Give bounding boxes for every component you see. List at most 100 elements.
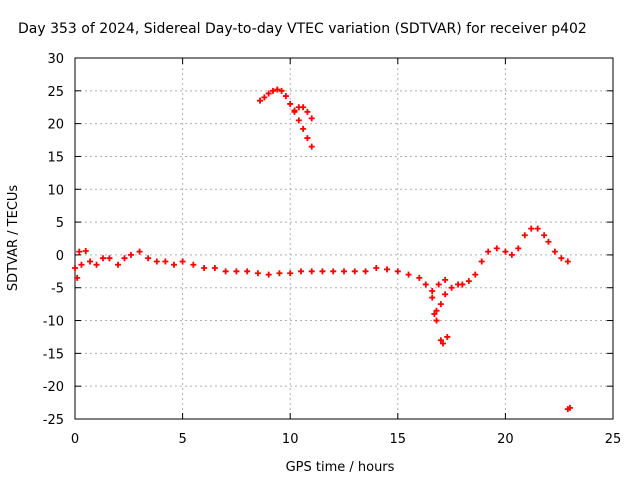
data-point	[545, 238, 552, 245]
data-point	[442, 291, 449, 298]
data-point	[244, 268, 251, 275]
data-point	[534, 225, 541, 232]
data-point	[74, 274, 81, 281]
data-point	[162, 258, 169, 265]
data-point	[78, 261, 85, 268]
data-point	[373, 265, 380, 272]
data-point	[274, 86, 281, 93]
data-point	[521, 232, 528, 239]
data-point	[93, 261, 100, 268]
data-point	[261, 94, 268, 101]
data-point	[291, 107, 298, 114]
data-point	[121, 255, 128, 262]
data-point	[72, 265, 78, 272]
x-tick-label: 15	[390, 432, 407, 447]
data-point	[437, 337, 444, 344]
data-point	[319, 268, 326, 275]
x-tick-label: 5	[178, 432, 186, 447]
data-point	[308, 268, 315, 275]
data-point	[211, 265, 218, 272]
data-point	[541, 232, 548, 239]
data-point	[444, 333, 451, 340]
data-point	[485, 248, 492, 255]
data-point	[287, 100, 294, 107]
data-point	[493, 245, 500, 252]
data-point	[564, 258, 571, 265]
grid	[75, 58, 613, 419]
data-point	[254, 270, 261, 277]
x-tick-label: 20	[497, 432, 514, 447]
series-main-band	[72, 225, 571, 314]
series-upper-arc-2	[291, 104, 315, 122]
data-point	[405, 271, 412, 278]
data-point	[222, 268, 229, 275]
y-tick-label: 30	[47, 52, 64, 67]
series-upper-arc	[257, 86, 315, 150]
y-tick-label: -25	[43, 413, 64, 428]
data-point	[431, 310, 438, 317]
data-point	[515, 245, 522, 252]
data-point	[190, 261, 197, 268]
data-point	[502, 248, 509, 255]
data-point	[153, 258, 160, 265]
data-point	[300, 104, 307, 111]
x-tick-label: 10	[282, 432, 299, 447]
y-axis-label: SDTVAR / TECUs	[6, 185, 21, 292]
y-tick-label: -20	[43, 380, 64, 395]
data-point	[127, 251, 134, 258]
y-tick-label: -15	[43, 347, 64, 362]
data-point	[528, 225, 535, 232]
data-point	[478, 258, 485, 265]
data-point	[351, 268, 358, 275]
x-tick-labels: 0 5 10 15 20 25	[71, 432, 621, 447]
data-point	[304, 135, 311, 142]
data-point	[145, 255, 152, 262]
data-point	[433, 317, 440, 324]
data-point	[295, 117, 302, 124]
data-point	[265, 271, 272, 278]
data-point	[551, 248, 558, 255]
y-tick-label: 20	[47, 118, 64, 133]
y-tick-label: -5	[51, 282, 64, 297]
plot-frame	[74, 57, 614, 420]
data-points	[72, 86, 573, 413]
x-tick-label: 25	[605, 432, 622, 447]
data-point	[435, 281, 442, 288]
axis-ticks	[74, 57, 614, 420]
data-point	[276, 270, 283, 277]
data-point	[304, 108, 311, 115]
data-point	[439, 340, 446, 347]
data-point	[170, 261, 177, 268]
y-tick-label: 5	[56, 216, 64, 231]
chart-title: Day 353 of 2024, Sidereal Day-to-day VTE…	[18, 21, 587, 37]
data-point	[394, 268, 401, 275]
x-tick-label: 0	[71, 432, 79, 447]
data-point	[341, 268, 347, 275]
data-point	[179, 258, 186, 265]
data-point	[308, 115, 315, 122]
data-point	[472, 271, 479, 278]
data-point	[136, 248, 143, 255]
data-point	[106, 255, 113, 262]
data-point	[437, 301, 444, 308]
data-point	[433, 307, 440, 314]
data-point	[82, 247, 89, 254]
data-point	[442, 276, 449, 283]
data-point	[115, 261, 122, 268]
x-axis-label: GPS time / hours	[286, 460, 395, 475]
data-point	[384, 266, 391, 273]
data-point	[300, 125, 307, 132]
y-tick-label: 25	[47, 85, 64, 100]
y-tick-label: -10	[43, 315, 64, 330]
y-tick-label: 10	[47, 183, 64, 198]
y-tick-label: 0	[56, 249, 64, 264]
data-point	[257, 97, 264, 104]
data-point	[233, 268, 240, 275]
data-point	[558, 255, 565, 262]
data-point	[287, 270, 294, 277]
data-point	[269, 87, 276, 94]
data-point	[362, 268, 369, 275]
data-point	[87, 258, 94, 265]
data-point	[416, 274, 423, 281]
